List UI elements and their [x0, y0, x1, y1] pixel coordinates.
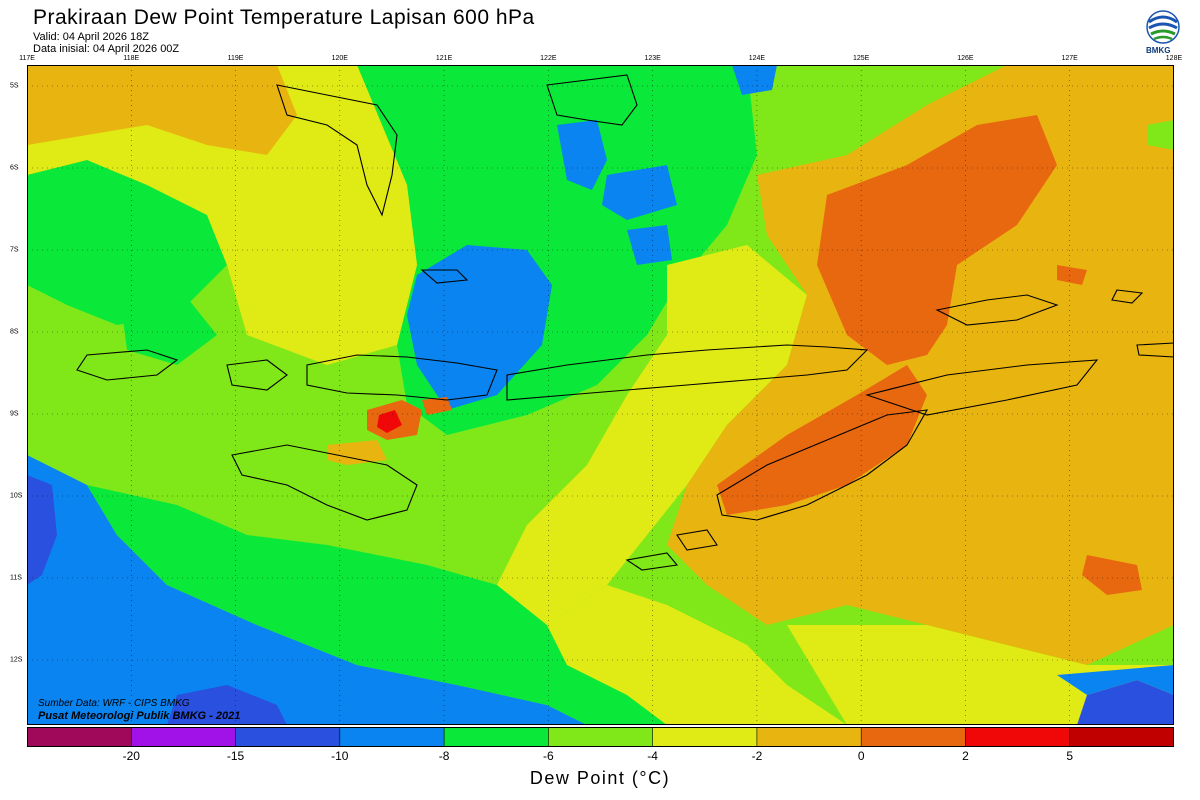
- coast-sumbawa: [306, 354, 498, 401]
- coast-timor-long: [865, 359, 1099, 416]
- lat-tick-label: 12S: [10, 656, 23, 664]
- coastlines: [76, 74, 1174, 571]
- legend-tick-label: 2: [962, 749, 969, 763]
- lat-tick-label: 10S: [10, 492, 23, 500]
- legend-swatch: [756, 727, 862, 747]
- legend-tick-label: -20: [122, 749, 140, 763]
- legend-unit-label: Dew Point (°C): [529, 768, 671, 788]
- field-darkblue-sw: [27, 475, 57, 585]
- legend-swatch: [27, 727, 133, 747]
- field-red-orange-e1: [817, 115, 1057, 365]
- coast-sumba: [231, 444, 418, 521]
- coast-savu: [625, 552, 679, 571]
- coast-bali: [76, 349, 179, 381]
- lat-tick-label: 11S: [10, 574, 22, 582]
- lon-tick-label: 124E: [748, 55, 766, 62]
- field-yellow-nw: [27, 65, 417, 365]
- legend-swatch: [130, 727, 237, 747]
- legend-swatch: [1069, 727, 1174, 747]
- lon-tick-label: 125E: [852, 55, 870, 62]
- lon-tick-label: 119E: [227, 55, 244, 62]
- color-legend-bar: [27, 727, 1174, 747]
- lat-tick-label: 9S: [10, 410, 19, 418]
- field-orange-nw: [27, 65, 297, 155]
- coast-buton: [546, 74, 638, 126]
- coast-east: [1136, 342, 1174, 358]
- legend-swatch: [860, 727, 967, 747]
- field-blue-n3: [602, 165, 677, 220]
- lon-tick-label: 122E: [540, 55, 557, 62]
- source-line-1: Sumber Data: WRF - CIPS BMKG: [38, 698, 190, 709]
- lat-tick-label: 5S: [10, 82, 19, 90]
- lon-tick-label: 117E: [19, 55, 35, 62]
- map-grid: [27, 65, 1174, 725]
- bmkg-logo-icon: [1146, 10, 1180, 44]
- coast-wetar: [935, 294, 1059, 326]
- legend-swatch: [965, 727, 1071, 747]
- legend-tick-label: 0: [857, 749, 865, 763]
- init-time: Data inisial: 04 April 2026 00Z: [33, 43, 180, 55]
- legend-tick-label: 5: [1066, 749, 1074, 763]
- coast-rote: [676, 529, 718, 551]
- lon-tick-label: 126E: [957, 55, 974, 62]
- field-red-orange-e2: [717, 365, 927, 515]
- legend-tick-label: -2: [751, 749, 763, 763]
- field-yellow-s: [547, 585, 847, 725]
- lat-tick-label: 7S: [10, 246, 19, 254]
- field-green-s: [87, 485, 667, 725]
- field-darkblue-se: [1077, 680, 1174, 725]
- field-yellow-c: [497, 245, 807, 625]
- legend-tick-label: -15: [226, 749, 245, 763]
- field-blue-n5: [627, 225, 672, 265]
- field-amber-spot: [327, 440, 387, 465]
- field-red-orange-e4: [1057, 265, 1087, 285]
- legend-tick-label: -6: [543, 749, 554, 763]
- field-blue-n2: [557, 120, 607, 190]
- coast-flores: [506, 344, 869, 401]
- coast-selayar: [420, 269, 469, 284]
- lat-tick-label: 6S: [10, 164, 19, 172]
- lon-tick-label: 127E: [1061, 55, 1078, 62]
- coast-lombok: [226, 359, 288, 391]
- coast-alor: [1111, 289, 1144, 304]
- field-darkblue-s: [167, 685, 287, 725]
- field-yellow-se: [787, 625, 1174, 725]
- valid-time: Valid: 04 April 2026 18Z: [33, 31, 149, 43]
- field-blue-n4: [732, 65, 777, 95]
- legend-swatch: [652, 727, 758, 747]
- field-blue-sw: [27, 455, 587, 725]
- legend-swatch: [548, 727, 654, 747]
- field-blue-n1: [407, 245, 552, 410]
- legend-swatch: [443, 727, 550, 747]
- field-green-w: [27, 160, 227, 325]
- lon-tick-label: 120E: [331, 55, 348, 62]
- legend-swatch: [339, 727, 445, 747]
- field-red-spot: [377, 410, 402, 433]
- lon-tick-label: 123E: [644, 55, 661, 62]
- field-orange-spot2: [422, 397, 452, 415]
- legend-tick-label: -10: [331, 749, 349, 763]
- logo-text: BMKG: [1146, 46, 1171, 55]
- field-red-orange-e3: [1082, 555, 1142, 595]
- legend-swatch: [235, 727, 341, 747]
- lon-tick-label: 121E: [435, 55, 453, 62]
- legend-tick-label: -8: [438, 749, 450, 763]
- lon-tick-label: 128E: [1165, 55, 1183, 62]
- coast-sulawesi-s: [276, 84, 398, 217]
- field-green-ne: [1147, 120, 1174, 150]
- field-green-w2: [117, 275, 217, 365]
- coast-timor: [716, 409, 929, 521]
- dew-point-map: [27, 65, 1174, 725]
- lon-tick-label: 118E: [123, 55, 140, 62]
- field-amber-e: [667, 65, 1174, 665]
- field-blue-se: [1057, 665, 1174, 695]
- page-title: Prakiraan Dew Point Temperature Lapisan …: [33, 6, 535, 29]
- legend-tick-label: -4: [647, 749, 658, 763]
- source-line-2: Pusat Meteorologi Publik BMKG - 2021: [38, 710, 241, 722]
- lat-tick-label: 8S: [10, 328, 19, 336]
